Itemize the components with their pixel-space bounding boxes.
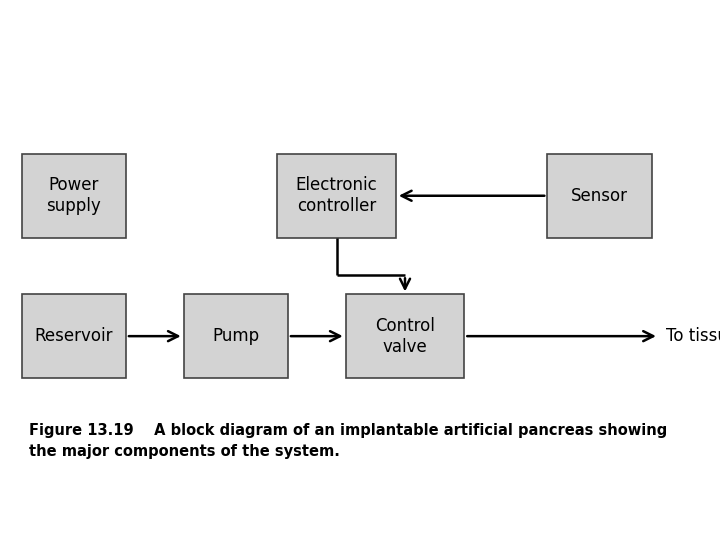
Text: Figure 13.19    A block diagram of an implantable artificial pancreas showing
th: Figure 13.19 A block diagram of an impla… — [29, 423, 667, 459]
Bar — [22, 294, 126, 378]
Bar — [346, 294, 464, 378]
Text: Power
supply: Power supply — [46, 177, 102, 215]
Text: Control
valve: Control valve — [375, 317, 435, 355]
Bar — [277, 154, 396, 238]
Text: To tissue: To tissue — [666, 327, 720, 345]
Text: Pump: Pump — [212, 327, 259, 345]
Bar — [547, 154, 652, 238]
Bar — [22, 154, 126, 238]
Text: Sensor: Sensor — [571, 187, 628, 205]
Text: Electronic
controller: Electronic controller — [296, 177, 377, 215]
Bar — [184, 294, 288, 378]
Text: Reservoir: Reservoir — [35, 327, 113, 345]
